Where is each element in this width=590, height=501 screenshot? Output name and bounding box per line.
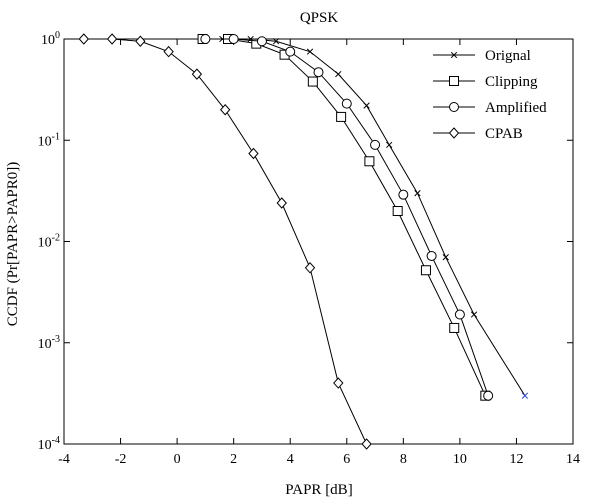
data-point-cpab (191, 68, 203, 80)
data-point-amplified (483, 390, 494, 401)
legend-item-clipping: Clipping (433, 74, 538, 90)
data-point-orignal (414, 190, 421, 197)
x-tick-label: 8 (400, 452, 407, 467)
data-point-orignal (306, 48, 314, 55)
series-line-clipping (202, 38, 486, 396)
data-point-clipping (392, 206, 403, 217)
data-point-clipping (307, 76, 318, 87)
y-tick-base: 10 (38, 236, 52, 251)
y-tick-label: 10-3 (38, 334, 60, 352)
y-tick-exponent: 0 (55, 30, 60, 41)
series-layer (78, 33, 529, 450)
y-tick-base: 10 (38, 337, 52, 352)
data-point-amplified (426, 250, 437, 261)
series-cpab (78, 33, 372, 450)
y-tick-label: 10-2 (38, 233, 60, 251)
x-tick-label: 10 (453, 452, 467, 467)
y-axis-title: CCDF (Pr[PAPR>PAPR0]) (5, 162, 21, 327)
data-point-amplified (370, 139, 381, 150)
legend-item-orignal: Orignal (433, 48, 531, 64)
x-tick-label: 14 (566, 452, 580, 467)
data-point-orignal (272, 38, 280, 45)
x-axis-title: PAPR [dB] (285, 482, 352, 498)
data-point-cpab (361, 438, 372, 450)
legend-label: CPAB (485, 126, 523, 142)
x-axis-ticks: -4 -2 0 2 4 6 8 10 12 14 (58, 39, 580, 467)
data-point-amplified (200, 34, 211, 44)
data-point-orignal (442, 254, 449, 261)
data-point-cpab (220, 104, 231, 116)
x-tick-label: 6 (343, 452, 350, 467)
data-point-amplified (256, 36, 267, 47)
data-point-amplified (228, 34, 239, 44)
legend-label: Orignal (485, 48, 531, 64)
data-point-orignal (363, 102, 370, 109)
data-point-orignal (335, 70, 342, 78)
legend-swatch-marker (448, 127, 460, 139)
data-point-cpab (106, 33, 118, 45)
data-point-clipping (420, 265, 431, 276)
x-tick-label: 0 (174, 452, 181, 467)
data-point-orignal (521, 392, 529, 399)
data-point-amplified (454, 309, 465, 320)
legend-swatch-marker (449, 76, 459, 86)
x-tick-label: -2 (115, 452, 127, 467)
data-point-cpab (276, 197, 287, 209)
x-tick-label: -4 (58, 452, 70, 467)
legend-swatch-marker (449, 102, 459, 112)
data-point-cpab (163, 45, 174, 58)
data-point-cpab (333, 377, 344, 389)
y-tick-base: 10 (41, 33, 55, 48)
x-tick-label: 4 (287, 452, 294, 467)
data-point-orignal (386, 141, 393, 149)
legend: Orignal Clipping Amplified CPAB (433, 48, 547, 142)
series-amplified (200, 34, 494, 401)
x-tick-label: 12 (509, 452, 523, 467)
data-point-orignal (470, 311, 478, 318)
legend-item-cpab: CPAB (433, 126, 523, 142)
y-tick-base: 10 (38, 438, 52, 453)
x-tick-label: 2 (230, 452, 237, 467)
data-point-clipping (364, 156, 375, 167)
data-point-clipping (449, 322, 460, 333)
y-tick-label: 10-4 (38, 435, 60, 453)
data-point-amplified (285, 46, 296, 57)
chart-title: QPSK (300, 10, 339, 26)
legend-label: Clipping (485, 74, 538, 90)
data-point-cpab (135, 35, 146, 48)
legend-swatch-marker (450, 51, 458, 59)
y-tick-exponent: -3 (52, 334, 60, 345)
data-point-amplified (398, 189, 409, 200)
data-point-amplified (341, 98, 352, 109)
data-point-clipping (336, 111, 347, 122)
legend-label: Amplified (485, 100, 547, 116)
legend-item-amplified: Amplified (433, 100, 547, 116)
data-point-cpab (304, 262, 316, 274)
series-clipping (197, 34, 491, 401)
series-line-amplified (205, 38, 489, 396)
y-tick-exponent: -4 (52, 435, 60, 446)
y-tick-exponent: -2 (52, 233, 60, 244)
y-tick-exponent: -1 (52, 131, 60, 142)
series-orignal (219, 35, 529, 399)
y-tick-label: 100 (41, 30, 60, 48)
data-point-cpab (78, 33, 89, 45)
data-point-cpab (248, 147, 259, 160)
y-tick-label: 10-1 (38, 131, 60, 149)
data-point-amplified (313, 67, 324, 78)
y-tick-base: 10 (38, 134, 52, 149)
series-line-cpab (83, 38, 368, 445)
series-line-orignal (222, 38, 526, 396)
